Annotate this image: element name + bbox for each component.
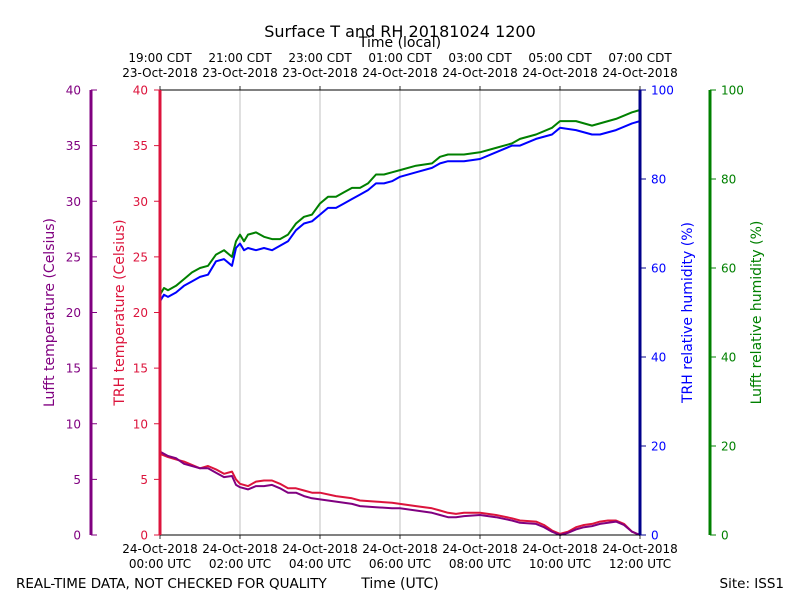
x-tick-label-time: 06:00 UTC — [369, 557, 431, 571]
y-tick-label: 0 — [73, 529, 81, 543]
y-tick-label: 10 — [66, 417, 81, 431]
top-tick-label-date: 24-Oct-2018 — [362, 66, 438, 80]
y-axis-lufft-rh: 0 20 40 60 80 100 Lufft relative humidity (%) — [708, 84, 765, 543]
top-tick-label-time: 01:00 CDT — [368, 51, 432, 65]
top-tick-label-date: 23-Oct-2018 — [202, 66, 278, 80]
top-tick-label-time: 07:00 CDT — [608, 51, 672, 65]
top-tick-label-date: 24-Oct-2018 — [602, 66, 678, 80]
top-tick-label-time: 19:00 CDT — [128, 51, 192, 65]
series-line-lufft-relative-humidity — [159, 109, 641, 296]
x-tick-label-time: 08:00 UTC — [449, 557, 511, 571]
y-tick-label: 25 — [66, 250, 81, 264]
y-tick-label: 60 — [721, 262, 736, 276]
x-tick-label-time: 04:00 UTC — [289, 557, 351, 571]
x-axis-title: Time (UTC) — [360, 576, 438, 592]
x-tick-label-date: 24-Oct-2018 — [522, 542, 598, 556]
y-tick-label: 40 — [651, 351, 666, 365]
x-tick-label-time: 10:00 UTC — [529, 557, 591, 571]
y-tick-label: 5 — [73, 473, 81, 487]
top-tick-label-date: 23-Oct-2018 — [122, 66, 198, 80]
y-tick-label: 60 — [651, 262, 666, 276]
y-tick-label: 20 — [66, 306, 81, 320]
y-tick-label: 35 — [66, 139, 81, 153]
y-tick-label: 30 — [133, 195, 148, 209]
x-tick-label-date: 24-Oct-2018 — [442, 542, 518, 556]
top-tick-label-date: 23-Oct-2018 — [282, 66, 358, 80]
y-tick-label: 100 — [651, 84, 674, 98]
y-tick-label: 20 — [133, 306, 148, 320]
y-tick-label: 40 — [133, 84, 148, 98]
y-axis-trh-rh: 0 20 40 60 80 100 TRH relative humidity (%) — [638, 84, 696, 543]
y-tick-label: 5 — [140, 473, 148, 487]
x-tick-label-time: 00:00 UTC — [129, 557, 191, 571]
y-tick-label: 40 — [721, 351, 736, 365]
x-tick-label-date: 24-Oct-2018 — [602, 542, 678, 556]
y-tick-label: 80 — [721, 173, 736, 187]
x-tick-label-date: 24-Oct-2018 — [362, 542, 438, 556]
y-tick-label: 15 — [66, 362, 81, 376]
top-tick-label-time: 21:00 CDT — [208, 51, 272, 65]
y-tick-label: 30 — [66, 195, 81, 209]
y-tick-label: 20 — [721, 440, 736, 454]
y-axis-trh-temp: 0 5 10 15 20 25 30 35 40 TRH temperature (Celsius… — [112, 84, 162, 543]
x-tick-label-time: 12:00 UTC — [609, 557, 671, 571]
top-axis-title: Time (local) — [358, 35, 441, 51]
y-tick-label: 0 — [140, 529, 148, 543]
y-axis-title: TRH temperature (Celsius) — [112, 219, 128, 406]
y-axis-title: Lufft temperature (Celsius) — [42, 218, 58, 407]
y-tick-label: 20 — [651, 440, 666, 454]
y-tick-label: 0 — [721, 529, 729, 543]
quality-disclaimer: REAL-TIME DATA, NOT CHECKED FOR QUALITY — [16, 576, 328, 592]
y-tick-label: 10 — [133, 417, 148, 431]
y-tick-label: 35 — [133, 139, 148, 153]
top-tick-label-time: 05:00 CDT — [528, 51, 592, 65]
y-axis-lufft-temp: 0 5 10 15 20 25 30 35 40 Lufft temperature (Celsi… — [42, 84, 97, 543]
top-tick-label-date: 24-Oct-2018 — [522, 66, 598, 80]
y-tick-label: 25 — [133, 250, 148, 264]
y-tick-label: 40 — [66, 84, 81, 98]
x-tick-label-date: 24-Oct-2018 — [202, 542, 278, 556]
y-axis-title: Lufft relative humidity (%) — [749, 221, 765, 405]
vertical-gridlines — [239, 90, 561, 535]
x-tick-label-time: 02:00 UTC — [209, 557, 271, 571]
top-tick-label-time: 03:00 CDT — [448, 51, 512, 65]
x-tick-label-date: 24-Oct-2018 — [122, 542, 198, 556]
x-tick-label-date: 24-Oct-2018 — [282, 542, 358, 556]
series-line-trh-temperature — [159, 452, 641, 536]
site-label: Site: ISS1 — [720, 576, 784, 592]
y-axis-title: TRH relative humidity (%) — [680, 222, 696, 404]
y-tick-label: 0 — [651, 529, 659, 543]
chart-title: Surface T and RH 20181024 1200 — [264, 22, 536, 41]
y-axes: 0 5 10 15 20 25 30 35 40 Lufft temperature (Celsi… — [42, 84, 765, 543]
series-line-trh-relative-humidity — [159, 120, 641, 302]
series-layer — [159, 109, 641, 536]
top-tick-label-time: 23:00 CDT — [288, 51, 352, 65]
top-tick-label-date: 24-Oct-2018 — [442, 66, 518, 80]
y-tick-label: 100 — [721, 84, 744, 98]
y-tick-label: 80 — [651, 173, 666, 187]
y-tick-label: 15 — [133, 362, 148, 376]
series-line-lufft-temperature — [159, 450, 641, 536]
